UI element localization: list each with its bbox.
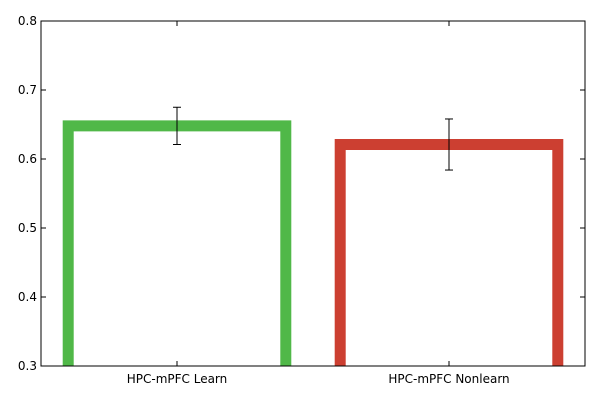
bar-hpc-mpfc-nonlearn [334,139,564,366]
x-tick-label-hpc-mpfc-nonlearn: HPC-mPFC Nonlearn [388,372,509,386]
y-tick-label-0-7: 0.7 [18,83,37,97]
y-tick-label-0-8: 0.8 [18,14,37,28]
y-tick-label-0-6: 0.6 [18,152,37,166]
y-tick-label-0-4: 0.4 [18,290,37,304]
y-tick-label-0-3: 0.3 [18,359,37,373]
bars-layer [62,120,564,366]
bar-hpc-mpfc-learn [62,120,292,366]
error-bars-layer [173,106,453,171]
plot-frame [40,20,586,367]
y-axis: 0.3 0.4 0.5 0.6 0.7 0.8 [18,14,585,373]
y-tick-label-0-5: 0.5 [18,221,37,235]
x-tick-label-hpc-mpfc-learn: HPC-mPFC Learn [127,372,228,386]
x-axis: HPC-mPFC Learn HPC-mPFC Nonlearn [127,21,510,386]
